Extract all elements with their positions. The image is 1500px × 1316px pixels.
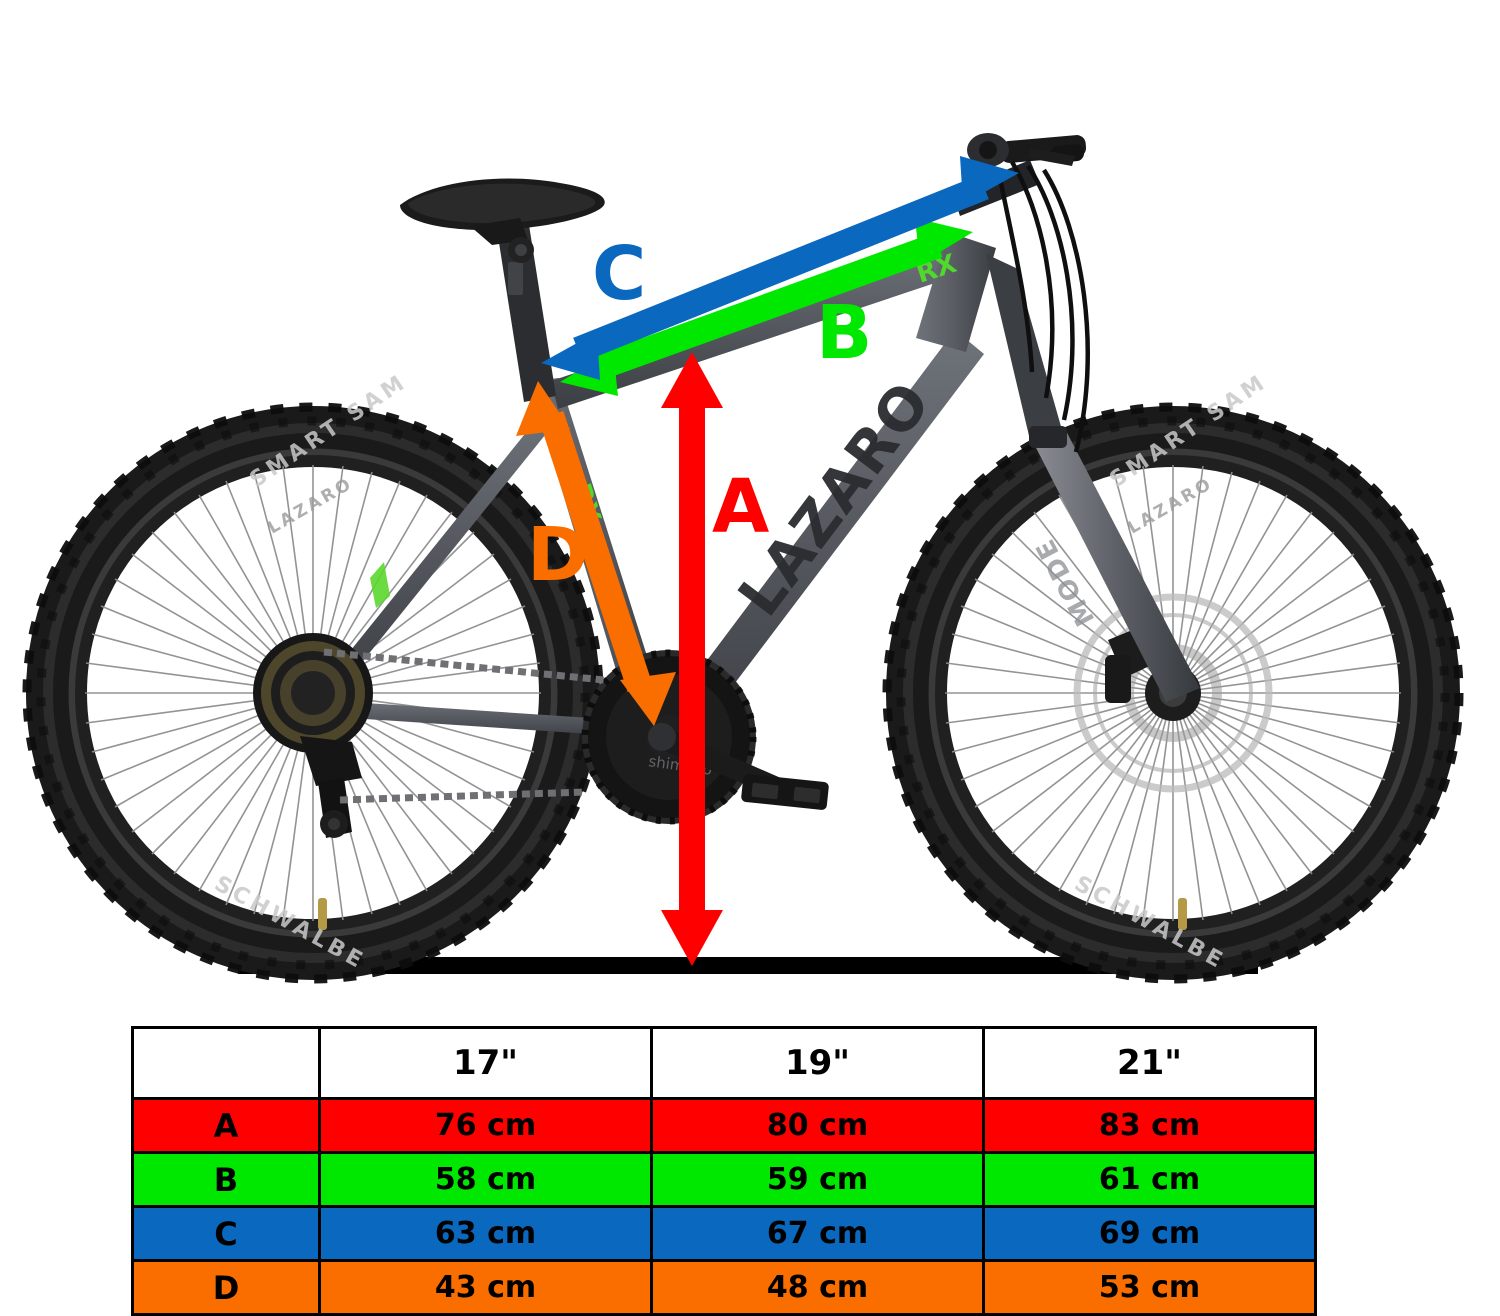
cell-D-17: 43 cm (318, 1259, 653, 1316)
handlebar-assembly (952, 133, 1090, 453)
cell-C-17: 63 cm (318, 1205, 653, 1262)
rear-derailleur (300, 736, 362, 838)
cell-D-21: 53 cm (982, 1259, 1317, 1316)
measure-label-A: A (712, 464, 769, 550)
table-header-row: 17" 19" 21" (131, 1026, 1317, 1100)
table-row: D 43 cm 48 cm 53 cm (131, 1259, 1317, 1316)
cell-B-19: 59 cm (650, 1151, 985, 1208)
measure-label-D: D (527, 512, 588, 598)
header-size-21: 21" (982, 1026, 1317, 1100)
pedal (741, 774, 829, 810)
measure-label-B: B (816, 290, 872, 376)
measure-arrow-D (516, 381, 676, 726)
cell-D-19: 48 cm (650, 1259, 985, 1316)
front-valve (1178, 898, 1187, 930)
cell-C-21: 69 cm (982, 1205, 1317, 1262)
cell-B-21: 61 cm (982, 1151, 1317, 1208)
measure-arrow-A (661, 352, 723, 966)
svg-text:LAZARO: LAZARO (265, 474, 357, 539)
header-size-19: 19" (650, 1026, 985, 1100)
header-size-17: 17" (318, 1026, 653, 1100)
screenshot-root: SMART SAM LAZARO SCHWALBE (22, 133, 1464, 1316)
row-key-C: C (131, 1205, 321, 1262)
seatpost-marking (508, 262, 523, 295)
bike-illustration: SMART SAM LAZARO SCHWALBE (22, 133, 1464, 984)
cell-B-17: 58 cm (318, 1151, 653, 1208)
cell-C-19: 67 cm (650, 1205, 985, 1262)
fork-lower (1030, 427, 1200, 702)
head-tube (916, 232, 996, 352)
table-row: B 58 cm 59 cm 61 cm (131, 1151, 1317, 1208)
saddle (400, 178, 605, 245)
svg-text:LAZARO: LAZARO (1125, 474, 1217, 539)
cell-A-19: 80 cm (650, 1097, 985, 1154)
row-key-D: D (131, 1259, 321, 1316)
row-key-A: A (131, 1097, 321, 1154)
rear-valve (318, 898, 327, 930)
fork-stanchion (986, 254, 1062, 440)
ground-bar (238, 957, 1258, 974)
cell-A-17: 76 cm (318, 1097, 653, 1154)
table-row: C 63 cm 67 cm 69 cm (131, 1205, 1317, 1262)
rear-wheel: SMART SAM LAZARO SCHWALBE (22, 369, 604, 984)
brake-lever (1028, 148, 1075, 166)
cell-A-21: 83 cm (982, 1097, 1317, 1154)
seatpost-and-saddle (400, 178, 605, 402)
measure-label-C: C (592, 231, 646, 317)
measure-arrow-C (541, 156, 1019, 380)
bike-diagram: SMART SAM LAZARO SCHWALBE (22, 133, 1464, 984)
rear-cassette (253, 633, 373, 753)
table-row: A 76 cm 80 cm 83 cm (131, 1097, 1317, 1154)
header-corner-cell (131, 1026, 321, 1100)
frame-size-table: 17" 19" 21" A 76 cm 80 cm 83 cm B 58 cm … (131, 1026, 1317, 1316)
row-key-B: B (131, 1151, 321, 1208)
brake-cables (995, 160, 1090, 453)
chain (323, 648, 605, 804)
down-tube (651, 330, 984, 757)
